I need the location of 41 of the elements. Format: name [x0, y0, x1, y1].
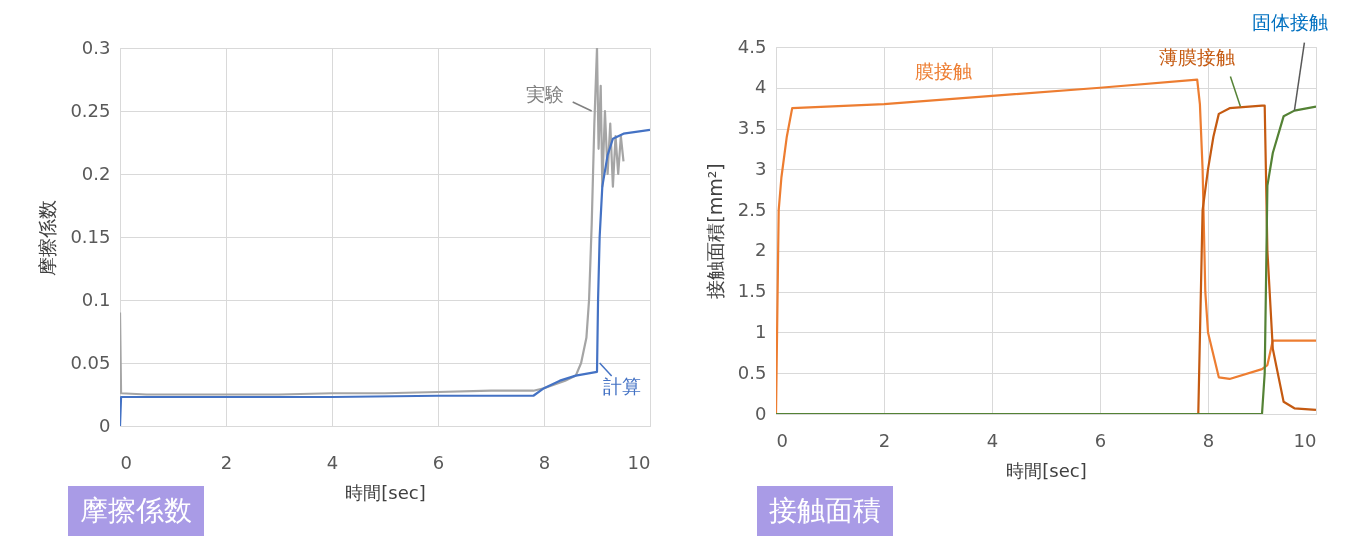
y-tick-label: 0 [99, 414, 111, 436]
x-tick-label: 8 [538, 451, 551, 473]
annotation: 実験 [525, 83, 564, 105]
annotation: 固体接触 [1252, 10, 1329, 33]
y-tick-label: 2.5 [737, 198, 767, 220]
line-series [120, 128, 650, 426]
annotation: 計算 [602, 375, 641, 397]
x-tick-label: 4 [986, 429, 999, 451]
y-tick-label: 4 [755, 76, 767, 98]
y-tick-label: 3 [755, 157, 767, 179]
y-tick-label: 3.5 [737, 117, 767, 139]
y-tick-label: 2 [755, 239, 767, 261]
y-tick-label: 0.15 [70, 225, 111, 247]
x-tick-label: 6 [1094, 429, 1107, 451]
annotation: 薄膜接触 [1159, 45, 1236, 68]
x-tick-label: 2 [878, 429, 891, 451]
x-tick-label: 0 [120, 451, 132, 473]
y-tick-label: 0.5 [737, 361, 767, 383]
x-tick-label: 4 [326, 451, 339, 473]
y-tick-label: 0.1 [81, 288, 111, 310]
x-tick-label: 8 [1202, 429, 1215, 451]
text: 接触面積 [757, 486, 893, 536]
y-axis-title: 接触面積[mm²] [703, 163, 726, 299]
y-tick-label: 0 [755, 402, 767, 424]
y-tick-label: 1.5 [737, 280, 767, 302]
x-axis-title: 時間[sec] [1006, 459, 1087, 481]
y-tick-label: 0.05 [70, 351, 111, 373]
x-tick-label: 2 [220, 451, 233, 473]
x-tick-label: 0 [776, 429, 788, 451]
x-tick-label: 10 [1293, 429, 1317, 451]
y-tick-label: 0.25 [70, 99, 111, 121]
x-tick-label: 6 [432, 451, 445, 473]
text: 摩擦係数 [68, 486, 204, 536]
y-axis-title: 摩擦係数 [36, 199, 59, 276]
y-tick-label: 4.5 [737, 35, 767, 57]
y-tick-label: 1 [755, 320, 767, 342]
x-tick-label: 10 [627, 451, 651, 473]
x-axis-title: 時間[sec] [345, 481, 426, 503]
annotation: 膜接触 [914, 60, 972, 83]
y-tick-label: 0.2 [81, 162, 111, 184]
y-tick-label: 0.3 [81, 36, 111, 58]
